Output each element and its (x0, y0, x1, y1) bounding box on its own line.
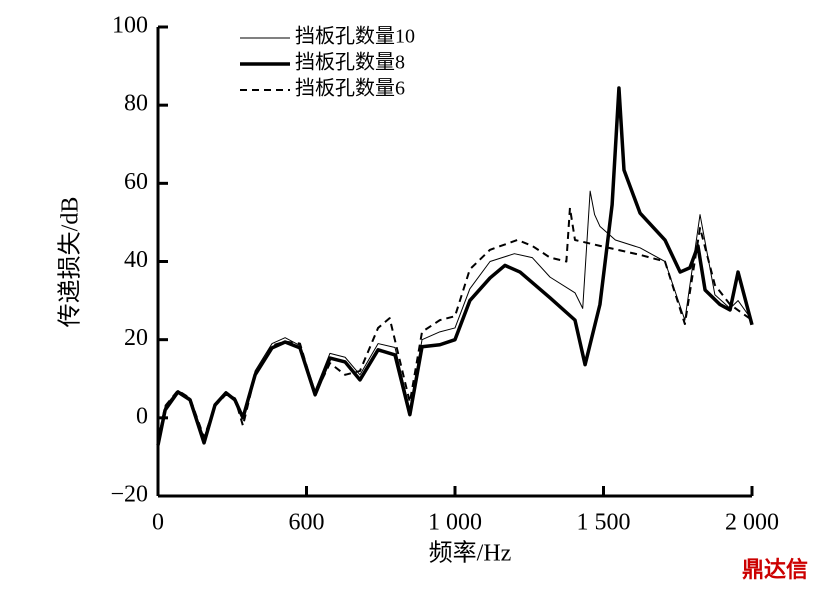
x-tick-label: 0 (152, 510, 164, 536)
y-tick-label: 20 (124, 325, 148, 351)
legend-label: 挡板孔数量8 (295, 51, 405, 74)
series-line (157, 206, 753, 442)
y-axis-label: 传递损失/dB (57, 197, 84, 328)
x-tick-label: 600 (289, 510, 325, 536)
y-tick-label: 0 (136, 403, 148, 429)
legend-label: 挡板孔数量6 (295, 77, 405, 100)
x-axis-label: 频率/Hz (429, 540, 512, 567)
x-tick-label: 2 000 (725, 510, 779, 536)
y-tick-label: 60 (124, 169, 148, 195)
y-tick-label: −20 (110, 482, 148, 508)
series-line (156, 86, 754, 446)
x-tick-label: 1 500 (577, 510, 631, 536)
legend-label: 挡板孔数量10 (295, 25, 415, 48)
watermark: 鼎达信 (742, 557, 808, 582)
y-tick-label: 40 (124, 247, 148, 273)
x-tick-label: 1 000 (428, 510, 482, 536)
y-tick-label: 80 (124, 91, 148, 117)
y-tick-label: 100 (112, 13, 148, 39)
